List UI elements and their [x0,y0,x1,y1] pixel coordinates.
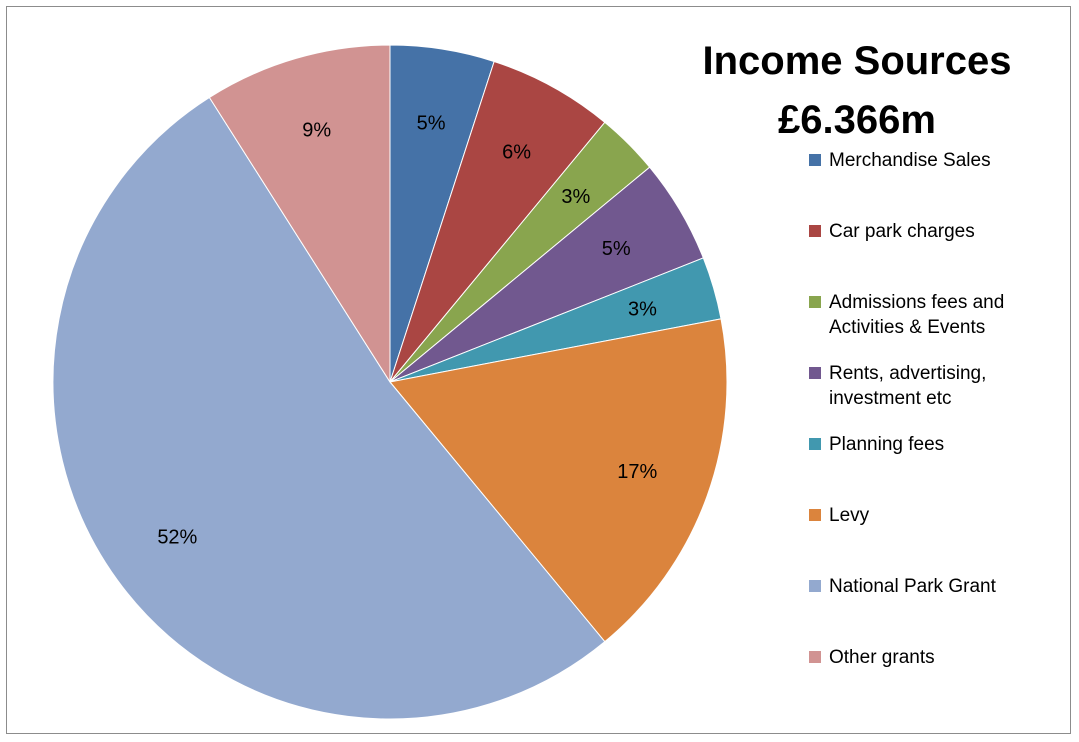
slice-data-label-7: 9% [302,120,331,142]
pie-slice-1 [389,60,606,383]
pie-chart: 5% 6% 3% 5% 3% 17% 52% 9% [52,44,728,720]
legend-label: National Park Grant [829,576,996,597]
legend-swatch [809,651,821,663]
legend-swatch [809,509,821,521]
slice-data-label-1: 6% [502,142,531,164]
chart-title-line-1: Income Sources [702,39,1012,83]
legend-label: Rents, advertising, investment etc [829,363,987,409]
legend-swatch [809,154,821,166]
legend-swatch [809,438,821,450]
legend-label: Admissions fees and Activities & Events [829,292,1005,338]
legend-label: Other grants [829,647,935,668]
legend-label: Merchandise Sales [829,150,991,171]
pie-slice-7 [208,44,391,384]
legend-swatch [809,580,821,592]
chart-title-line-2: £6.366m [778,98,936,142]
slice-data-label-4: 3% [628,299,657,321]
pie-slice-5 [389,318,728,643]
legend-label: Planning fees [829,434,945,455]
legend-label: Levy [829,505,870,526]
legend-swatch [809,296,821,308]
pie-slice-6 [52,96,606,720]
legend-swatch [809,225,821,237]
slice-data-label-0: 5% [417,112,446,134]
slice-data-label-6: 52% [157,527,197,549]
slice-data-label-3: 5% [602,238,631,260]
legend-label: Car park charges [829,221,975,242]
legend-swatch [809,367,821,379]
slice-data-label-2: 3% [561,186,590,208]
chart-area: 5% 6% 3% 5% 3% 17% 52% 9% Income Sources £6.366… [6,6,1071,734]
slice-data-label-5: 17% [617,461,657,483]
